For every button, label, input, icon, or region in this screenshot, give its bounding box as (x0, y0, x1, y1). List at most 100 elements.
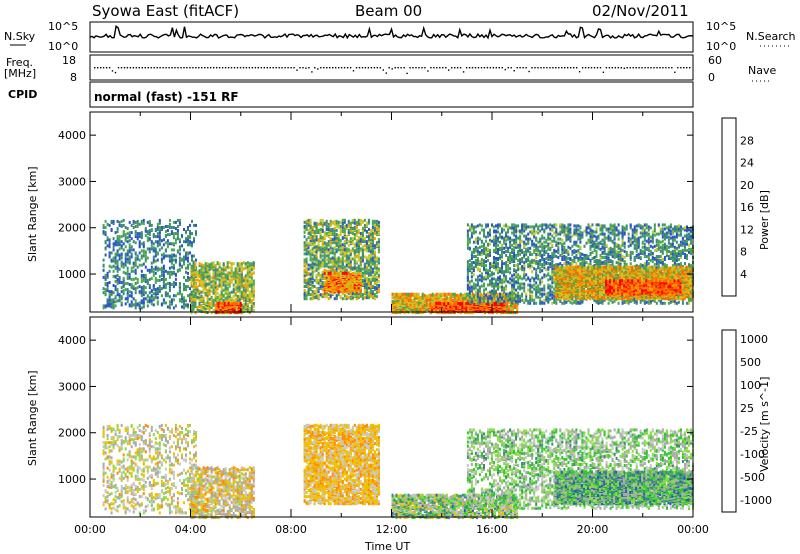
data-cell (194, 261, 197, 265)
data-cell (228, 278, 231, 282)
data-cell (321, 254, 324, 258)
data-cell (373, 280, 376, 284)
data-cell (236, 264, 239, 268)
data-cell (363, 240, 366, 244)
data-cell (248, 307, 251, 310)
data-cell (140, 233, 143, 237)
data-cell (226, 281, 229, 285)
data-cell (146, 294, 149, 298)
data-cell (371, 270, 374, 274)
data-cell (223, 301, 226, 305)
data-cell (238, 279, 241, 283)
data-cell (178, 240, 181, 244)
data-cell (172, 266, 175, 270)
data-cell (224, 279, 227, 283)
data-cell (120, 240, 123, 244)
data-cell (369, 250, 372, 254)
data-cell (461, 298, 464, 302)
data-cell (331, 220, 334, 224)
data-cell (146, 239, 149, 243)
data-cell (252, 261, 255, 265)
data-cell (116, 273, 119, 277)
data-cell (102, 275, 105, 279)
data-cell (172, 294, 175, 298)
data-cell (228, 271, 231, 275)
data-cell (311, 290, 314, 294)
data-cell (325, 221, 328, 225)
data-cell (116, 235, 119, 239)
data-cell (138, 235, 141, 239)
freq-point (513, 70, 515, 72)
data-cell (244, 309, 247, 312)
data-cell (423, 298, 426, 302)
data-cell (223, 303, 226, 307)
data-cell (226, 286, 229, 290)
data-cell (393, 292, 396, 296)
data-cell (116, 230, 119, 234)
data-cell (489, 309, 492, 313)
data-cell (110, 292, 113, 296)
data-cell (485, 235, 487, 239)
data-cell (120, 256, 123, 260)
data-cell (126, 300, 129, 304)
data-cell (144, 291, 147, 295)
data-cell (333, 264, 336, 268)
data-cell (357, 268, 360, 272)
data-cell (136, 265, 139, 269)
data-cell (206, 266, 209, 270)
data-cell (142, 251, 145, 255)
data-cell (339, 239, 342, 243)
data-cell (168, 259, 171, 263)
data-cell (363, 244, 366, 248)
data-cell (470, 257, 473, 260)
data-cell (108, 242, 111, 246)
data-cell (252, 271, 255, 275)
data-cell (345, 235, 348, 239)
data-cell (355, 260, 358, 264)
data-cell (472, 225, 475, 229)
data-cell (246, 275, 249, 279)
data-cell (234, 270, 237, 274)
data-cell (405, 305, 408, 308)
data-cell (413, 294, 416, 298)
data-cell (156, 251, 159, 255)
data-cell (152, 288, 155, 292)
data-cell (210, 303, 213, 307)
data-cell (208, 279, 211, 283)
data-cell (172, 235, 175, 239)
data-cell (365, 235, 368, 239)
freq-point (674, 71, 676, 73)
data-cell (190, 268, 193, 272)
data-cell (112, 219, 115, 223)
data-cell (497, 238, 499, 242)
data-cell (474, 240, 477, 244)
data-cell (321, 264, 324, 268)
data-cell (190, 306, 193, 309)
data-cell (435, 292, 438, 296)
freq-point (689, 67, 691, 69)
data-cell (375, 224, 378, 228)
data-cell (333, 234, 336, 237)
data-cell (311, 261, 314, 265)
data-cell (194, 285, 197, 289)
data-cell (351, 266, 354, 270)
data-cell (194, 278, 197, 282)
freq-point (659, 67, 661, 69)
data-cell (134, 287, 137, 291)
data-cell (325, 269, 328, 273)
data-cell (202, 285, 205, 289)
data-cell (497, 301, 499, 305)
data-cell (421, 306, 424, 309)
data-cell (473, 303, 476, 306)
data-cell (367, 247, 370, 251)
data-cell (499, 302, 502, 305)
data-cell (470, 261, 473, 265)
data-cell (234, 267, 237, 271)
freq-point (409, 67, 411, 69)
data-cell (493, 277, 495, 281)
data-cell (136, 254, 139, 258)
data-cell (118, 280, 121, 283)
data-cell (487, 296, 489, 300)
data-cell (311, 247, 314, 251)
data-cell (321, 262, 324, 266)
